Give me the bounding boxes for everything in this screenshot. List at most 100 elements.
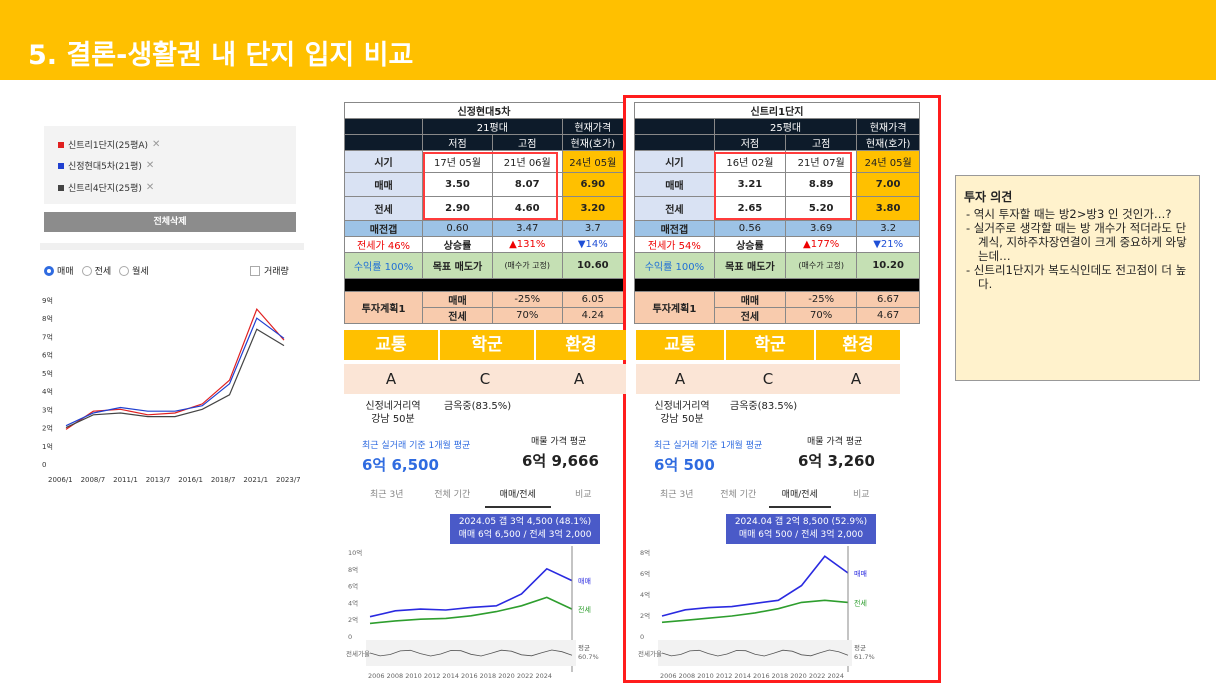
complex-name: 신트리1단지 xyxy=(634,102,920,119)
remove-icon[interactable]: ✕ xyxy=(145,160,155,171)
radio-monthly[interactable] xyxy=(119,265,130,276)
plan-jeonse-pct: 70% xyxy=(785,307,858,324)
radio-sale[interactable] xyxy=(44,265,54,276)
chart-tooltip: 2024.05 갭 3억 4,500 (48.1%) 매매 6억 6,500 /… xyxy=(450,514,600,544)
avg-ratio-label: 평균 xyxy=(578,643,590,652)
avg-label: 최근 실거래 기준 1개월 평균 xyxy=(362,441,471,451)
legend-label: 신트리1단지(25평A) xyxy=(68,141,149,151)
investment-opinion-box: 투자 의견 - 역시 투자할 때는 방2>방3 인 것인가…? - 실거주로 생… xyxy=(955,175,1200,381)
grade-school: C xyxy=(724,364,812,394)
legend-item[interactable]: 신정현대5차(21평) ✕ xyxy=(58,159,154,172)
jeonse-high: 4.60 xyxy=(491,196,563,221)
tile-transport: 교통 xyxy=(636,330,724,360)
tile-school: 학군 xyxy=(726,330,814,360)
sale-low: 3.21 xyxy=(713,172,787,197)
x-tick-label: 2016/1 xyxy=(178,476,203,484)
y-tick-label: 6억 xyxy=(348,583,358,591)
opinion-title: 투자 의견 xyxy=(964,190,1013,204)
ratio-band xyxy=(366,640,576,666)
series-label: 전세 xyxy=(578,605,591,614)
school-info: 금옥중(83.5%) xyxy=(730,401,798,412)
legend-color-gray xyxy=(58,184,64,191)
gap-now: 3.2 xyxy=(856,220,920,237)
y-tick-label: 4억 xyxy=(42,388,53,396)
slide-header: 5. 결론-생활권 내 단지 입지 비교 xyxy=(0,0,1216,80)
y-tick-label: 2억 xyxy=(42,425,53,433)
y-tick-label: 5억 xyxy=(42,370,53,378)
series-line xyxy=(65,317,285,427)
time-high: 21년 06월 xyxy=(491,150,563,173)
y-tick-label: 2억 xyxy=(640,612,650,620)
tab-all-period[interactable]: 전체 기간 xyxy=(434,490,471,500)
tab-recent-3y[interactable]: 최근 3년 xyxy=(660,490,694,500)
trade-type-radios: 매매 전세 월세 xyxy=(44,264,296,277)
y-tick-label: 0 xyxy=(42,461,46,469)
series-line xyxy=(369,596,573,625)
score-tiles: 교통 학군 환경 xyxy=(636,330,902,360)
legend-item[interactable]: 신트리1단지(25평A) ✕ xyxy=(58,138,160,151)
avg-ratio-label: 평균 xyxy=(854,643,866,652)
jeonse-now: 3.80 xyxy=(856,196,920,221)
legend-label: 신트리4단지(25평) xyxy=(68,184,142,194)
yield-label: 수익률 100% xyxy=(634,252,715,279)
jeonse-now: 3.20 xyxy=(561,196,625,221)
sale-now: 6.90 xyxy=(561,172,625,197)
y-tick-label: 9억 xyxy=(42,297,53,305)
avg-value: 6억 6,500 xyxy=(362,456,439,474)
clear-all-button[interactable]: 전체삭제 xyxy=(44,212,296,232)
grade-environment: A xyxy=(812,364,900,394)
tab-recent-3y[interactable]: 최근 3년 xyxy=(370,490,404,500)
plan-sale-label: 매매 xyxy=(422,291,493,308)
ratio-line xyxy=(369,649,573,657)
remove-icon[interactable]: ✕ xyxy=(152,139,161,150)
legend-item[interactable]: 신트리4단지(25평) ✕ xyxy=(58,181,154,194)
radio-jeonse[interactable] xyxy=(81,265,92,276)
row-time: 시기 xyxy=(343,150,424,173)
ratio-label: 전세가율 xyxy=(638,649,662,658)
tab-compare[interactable]: 비교 xyxy=(574,490,592,500)
opinion-item: - 역시 투자할 때는 방2>방3 인 것인가…? xyxy=(966,207,1172,221)
col-low: 저점 xyxy=(422,134,493,151)
avg-label: 최근 실거래 기준 1개월 평균 xyxy=(654,441,763,451)
transport-info: 신정네거리역 강남 50분 xyxy=(654,401,710,425)
ratio-band xyxy=(658,640,852,666)
jeonse-low: 2.90 xyxy=(422,196,493,221)
y-tick-label: 1억 xyxy=(42,443,53,451)
y-tick-label: 0 xyxy=(348,633,352,641)
volume-checkbox[interactable] xyxy=(250,265,260,276)
gap-label: 매전갭 xyxy=(634,220,715,237)
grade-school: C xyxy=(438,364,532,394)
volume-toggle[interactable]: 거래량 xyxy=(250,264,289,277)
grade-transport: A xyxy=(636,364,724,394)
tooltip-line2: 매매 6억 6,500 / 전세 3억 2,000 xyxy=(458,530,592,540)
size-label: 21평대 xyxy=(422,118,563,135)
tab-sale-jeonse[interactable]: 매매/전세 xyxy=(485,486,551,508)
x-tick-label: 2011/1 xyxy=(113,476,138,484)
school-info: 금옥중(83.5%) xyxy=(444,401,512,412)
tab-sale-jeonse[interactable]: 매매/전세 xyxy=(769,486,831,508)
radio-sale-label: 매매 xyxy=(57,267,74,277)
grade-environment: A xyxy=(532,364,626,394)
remove-icon[interactable]: ✕ xyxy=(145,182,155,193)
y-tick-label: 2억 xyxy=(348,616,358,624)
complex-name: 신정현대5차 xyxy=(344,102,624,119)
plan-jeonse-label: 전세 xyxy=(422,307,493,324)
tooltip-line2: 매매 6억 500 / 전세 3억 2,000 xyxy=(738,530,864,540)
plan-label: 투자계획1 xyxy=(343,291,424,324)
row-jeonse: 전세 xyxy=(343,196,424,221)
y-tick-label: 6억 xyxy=(640,570,650,578)
plan-jeonse-pct: 70% xyxy=(491,307,563,324)
complex-a-table: 신정현대5차 21평대 현재가격 저점 고점 현재(호가) 시기 17년 05월 21년 … xyxy=(343,102,625,324)
ratio-label: 전세가율 xyxy=(346,649,370,658)
current-price-label: 현재가격 xyxy=(856,118,920,135)
transport-info: 신정네거리역 강남 50분 xyxy=(365,401,421,425)
gap-low: 0.60 xyxy=(422,220,493,237)
tab-compare[interactable]: 비교 xyxy=(852,490,870,500)
rise-down: ▼14% xyxy=(561,236,625,253)
opinion-item: - 실거주로 생각할 때는 방 개수가 적더라도 단계식, 지하주차장연결이 크… xyxy=(966,221,1187,263)
tab-all-period[interactable]: 전체 기간 xyxy=(720,490,757,500)
target-label: 목표 매도가 xyxy=(422,252,493,279)
x-tick-label: 2023/7 xyxy=(276,476,300,484)
y-tick-label: 3억 xyxy=(42,406,53,414)
